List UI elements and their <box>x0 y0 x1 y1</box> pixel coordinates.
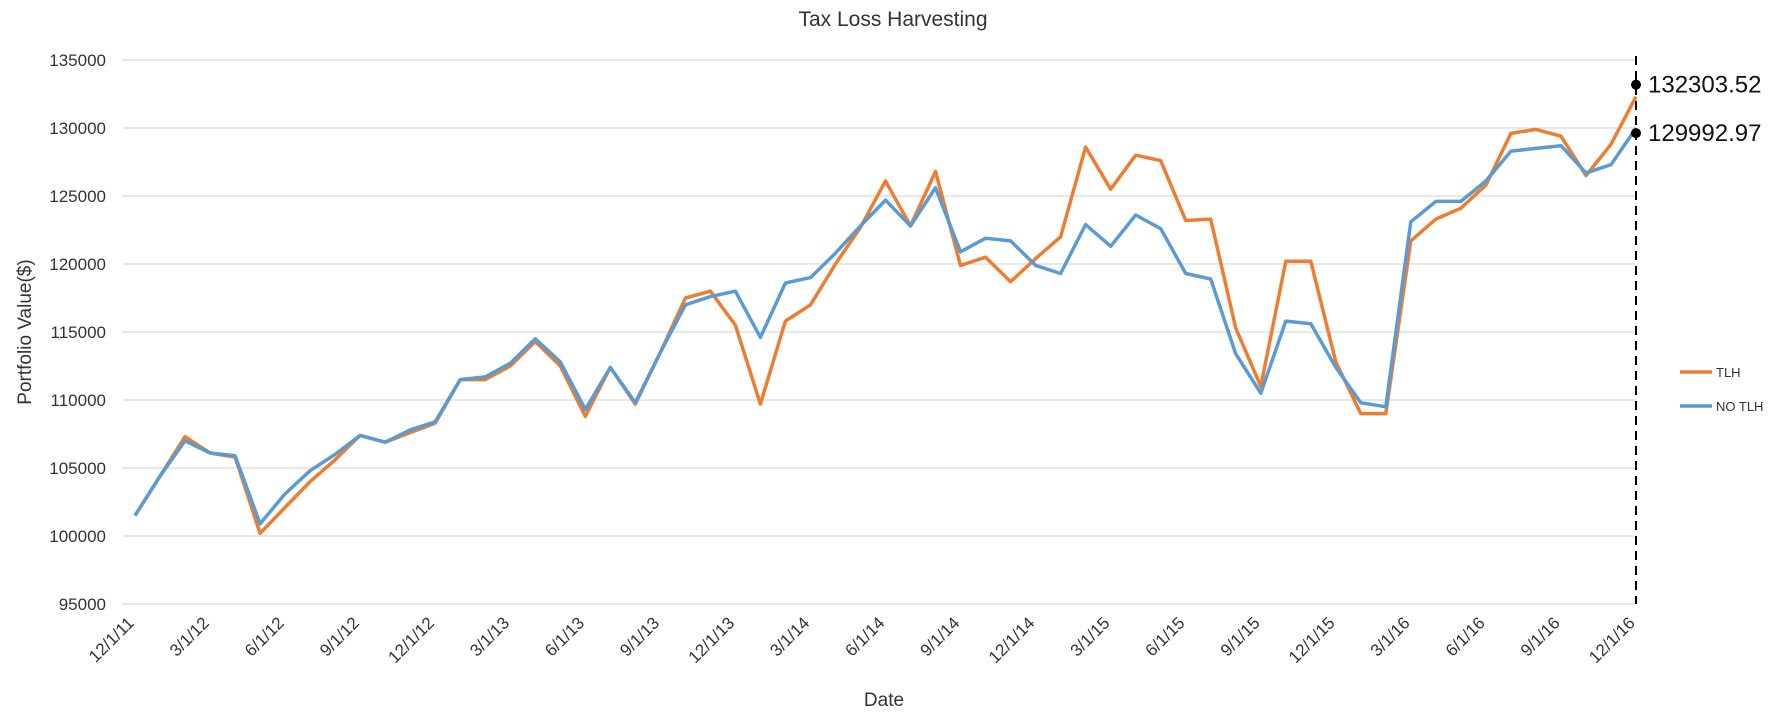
annotation-dot <box>1631 79 1641 90</box>
gridlines <box>122 59 1636 605</box>
y-tick-label: 120000 <box>49 255 106 274</box>
x-tick-label: 3/1/12 <box>166 613 213 660</box>
x-tick-label: 9/1/16 <box>1517 613 1564 660</box>
annotation-label: 129992.97 <box>1648 120 1761 147</box>
y-tick-label: 125000 <box>49 187 106 206</box>
x-tick-label: 9/1/13 <box>616 613 663 660</box>
x-tick-label: 9/1/14 <box>917 613 964 660</box>
x-tick-label: 6/1/12 <box>241 613 288 660</box>
y-tick-label: 95000 <box>59 595 106 614</box>
y-tick-label: 130000 <box>49 119 106 138</box>
x-tick-label: 3/1/16 <box>1367 613 1414 660</box>
x-tick-label: 3/1/13 <box>466 613 513 660</box>
annotation-label: 132303.52 <box>1648 72 1761 99</box>
legend-label: NO TLH <box>1716 399 1763 414</box>
y-tick-label: 100000 <box>49 527 106 546</box>
series-lines <box>133 95 1638 536</box>
y-tick-label: 115000 <box>51 323 106 342</box>
x-tick-label: 9/1/12 <box>316 613 363 660</box>
x-tick-label: 3/1/15 <box>1067 613 1114 660</box>
x-tick-label: 12/1/13 <box>685 613 739 667</box>
y-tick-label: 105000 <box>49 459 106 478</box>
y-axis-title: Portfolio Value($) <box>15 259 36 404</box>
chart-title: Tax Loss Harvesting <box>798 8 987 31</box>
x-tick-label: 12/1/12 <box>384 613 438 667</box>
legend: TLH NO TLH <box>1680 365 1763 414</box>
x-axis-ticks: 12/1/11 3/1/12 6/1/12 9/1/12 12/1/12 3/1/13 6/… <box>85 613 1639 667</box>
x-tick-label: 12/1/11 <box>85 613 138 666</box>
x-tick-label: 9/1/15 <box>1217 613 1264 660</box>
y-tick-label: 110000 <box>51 391 106 410</box>
y-tick-label: 135000 <box>49 51 106 70</box>
annotation-dot <box>1631 128 1641 139</box>
x-tick-label: 6/1/15 <box>1142 613 1189 660</box>
x-tick-label: 6/1/13 <box>541 613 588 660</box>
x-tick-label: 6/1/14 <box>841 613 888 660</box>
x-tick-label: 3/1/14 <box>766 613 813 660</box>
x-tick-label: 12/1/14 <box>985 613 1039 667</box>
series-line-no-tlh <box>133 127 1638 526</box>
x-tick-label: 6/1/16 <box>1442 613 1489 660</box>
x-tick-label: 12/1/15 <box>1285 613 1339 667</box>
y-axis-ticks: 95000 100000 105000 110000 115000 120000 12500… <box>49 51 106 614</box>
x-axis-title: Date <box>864 690 904 711</box>
value-annotations: 132303.52 129992.97 <box>1631 72 1761 147</box>
x-tick-label: 12/1/16 <box>1585 613 1639 667</box>
legend-label: TLH <box>1716 365 1741 380</box>
